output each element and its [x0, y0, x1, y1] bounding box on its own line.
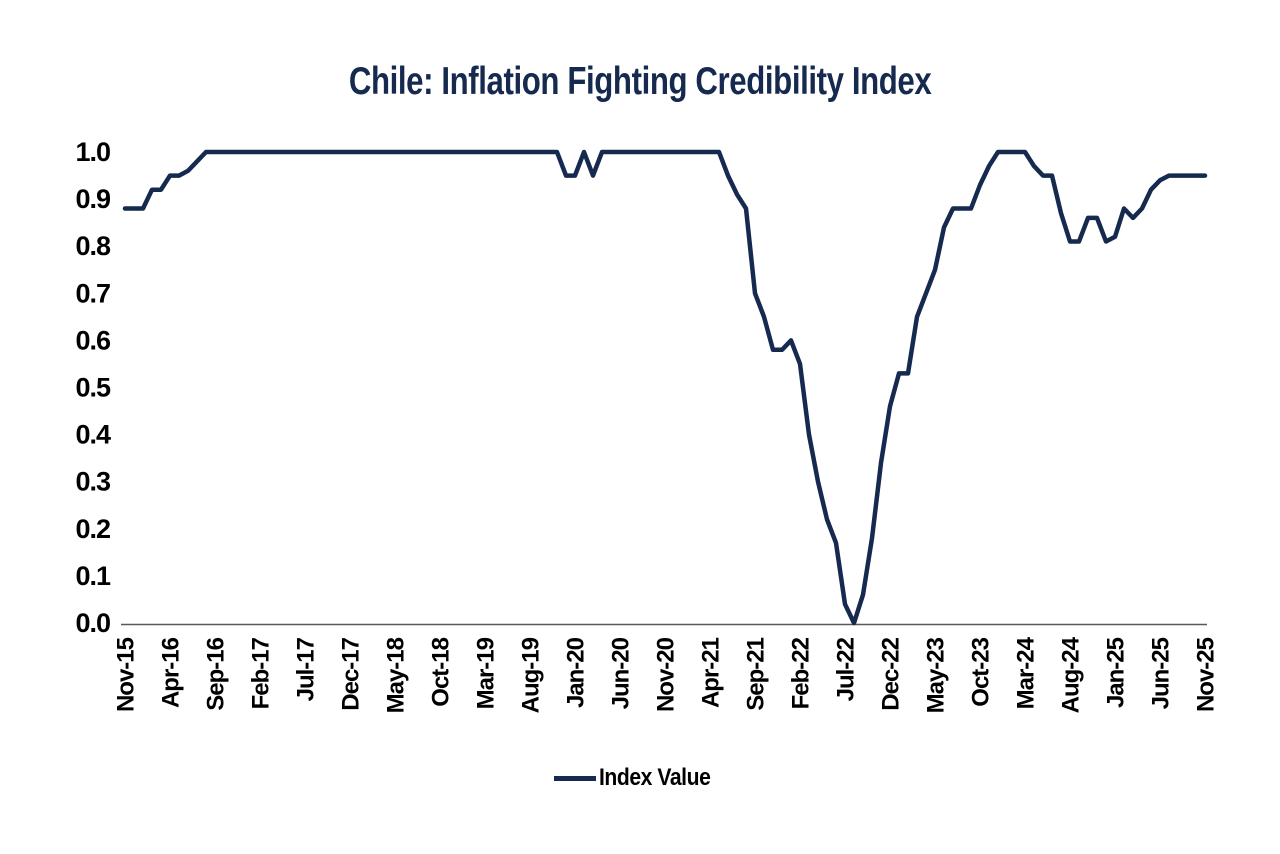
x-tick-label: Apr-21	[698, 637, 725, 708]
y-tick-label: 0.8	[75, 231, 111, 261]
x-tick-label: Oct-18	[428, 637, 455, 706]
x-tick-label: Nov-25	[1193, 637, 1220, 712]
x-tick-label: Jul-22	[833, 637, 860, 701]
y-tick-label: 0.2	[75, 514, 110, 544]
x-tick-label: Mar-24	[1013, 636, 1040, 709]
y-tick-label: 0.0	[75, 608, 110, 638]
chart-title-text: Chile: Inflation Fighting Credibility In…	[348, 60, 932, 103]
y-tick-label: 0.6	[75, 325, 111, 355]
y-tick-label: 0.1	[75, 561, 111, 591]
x-tick-label: Jan-25	[1103, 637, 1130, 708]
x-tick-label: Jun-20	[608, 637, 635, 709]
x-tick-label: Apr-16	[158, 637, 185, 708]
legend-label: Index Value	[599, 764, 711, 791]
y-tick-label: 0.5	[75, 373, 111, 403]
x-tick-label: May-23	[923, 637, 950, 713]
x-tick-label: Jun-25	[1148, 637, 1175, 709]
y-tick-label: 0.3	[75, 467, 111, 497]
x-tick-label: Jul-17	[293, 637, 320, 701]
x-tick-label: Dec-17	[338, 637, 365, 710]
x-tick-label: Feb-17	[248, 637, 275, 709]
chart-title: Chile: Inflation Fighting Credibility In…	[0, 60, 1280, 104]
x-tick-label: Aug-24	[1058, 636, 1085, 713]
x-tick-label: Dec-22	[878, 637, 905, 710]
legend-line-swatch	[554, 775, 597, 781]
x-tick-label: Aug-19	[518, 637, 545, 713]
y-tick-label: 0.9	[75, 184, 111, 214]
x-tick-label: Jan-20	[563, 637, 590, 708]
y-tick-label: 1.0	[75, 137, 110, 167]
x-tick-label: Nov-15	[113, 637, 140, 712]
x-tick-label: Sep-16	[203, 637, 230, 710]
y-tick-label: 0.7	[75, 278, 110, 308]
x-tick-label: Sep-21	[743, 637, 770, 710]
x-tick-label: Nov-20	[653, 637, 680, 712]
series-line	[122, 149, 1208, 626]
x-tick-label: Mar-19	[473, 637, 500, 709]
x-tick-label: Oct-23	[968, 637, 995, 706]
x-tick-label: Feb-22	[788, 637, 815, 709]
y-tick-label: 0.4	[75, 420, 111, 450]
legend: Index Value	[0, 762, 1280, 794]
x-tick-label: May-18	[383, 637, 410, 713]
